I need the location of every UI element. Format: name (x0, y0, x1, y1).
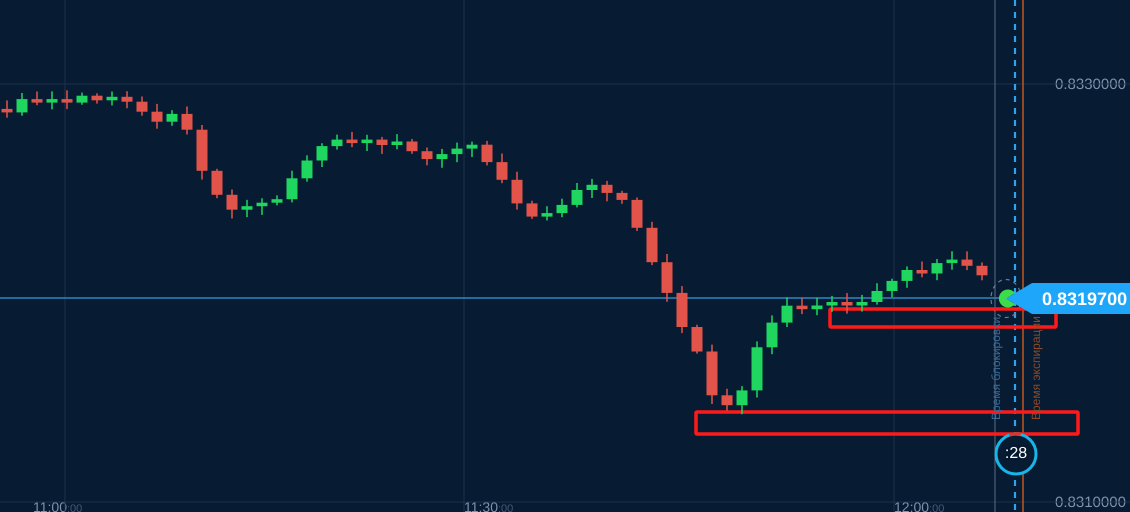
svg-text:0.8319700: 0.8319700 (1042, 289, 1127, 309)
svg-text:Время блокировки: Время блокировки (989, 317, 1003, 420)
svg-text:Время экспирации: Время экспирации (1029, 316, 1043, 420)
